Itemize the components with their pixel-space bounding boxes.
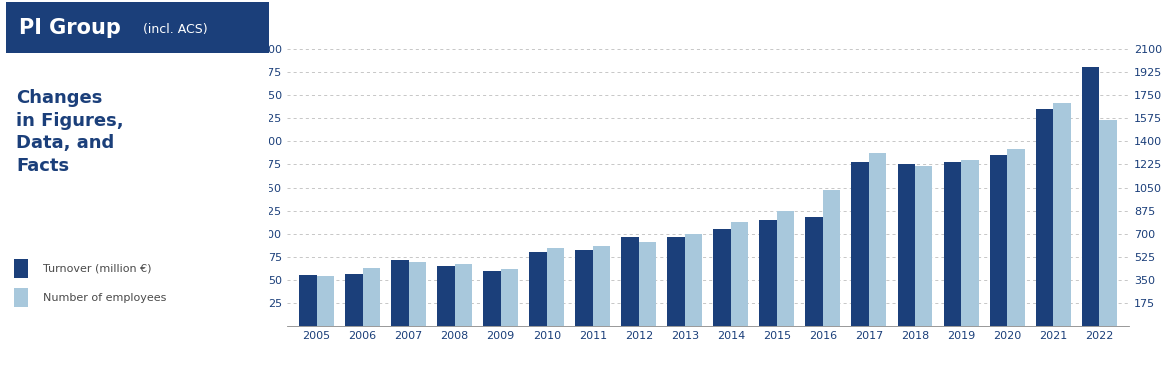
Bar <box>639 242 656 326</box>
Bar <box>1081 67 1099 326</box>
Bar <box>943 162 961 326</box>
Bar <box>990 155 1007 326</box>
Bar <box>684 234 702 326</box>
Bar <box>731 222 749 326</box>
Bar <box>961 160 978 326</box>
Bar <box>408 261 426 326</box>
Bar <box>1007 149 1025 326</box>
Bar <box>759 220 777 326</box>
Text: Number of employees: Number of employees <box>42 293 166 303</box>
Bar <box>714 229 731 326</box>
Bar <box>852 162 869 326</box>
Bar <box>805 217 823 326</box>
Text: PI Group: PI Group <box>19 18 121 38</box>
Bar <box>14 288 28 308</box>
Bar <box>1053 103 1071 326</box>
Bar <box>593 246 611 326</box>
Bar <box>915 166 932 326</box>
Bar <box>14 259 28 278</box>
Bar <box>1099 120 1116 326</box>
Bar <box>483 271 501 326</box>
Text: (incl. ACS): (incl. ACS) <box>143 23 207 36</box>
Bar <box>869 153 887 326</box>
Bar <box>667 237 684 326</box>
Bar <box>317 276 335 326</box>
Bar <box>438 266 455 326</box>
Bar <box>363 268 380 326</box>
Bar <box>1035 109 1053 326</box>
Text: Changes
in Figures,
Data, and
Facts: Changes in Figures, Data, and Facts <box>16 88 124 176</box>
Bar <box>391 260 408 326</box>
Bar <box>576 251 593 326</box>
Bar <box>621 237 639 326</box>
Bar <box>455 264 473 326</box>
Bar <box>501 269 518 326</box>
Bar <box>777 211 794 326</box>
Bar <box>529 252 546 326</box>
Bar <box>300 275 317 326</box>
Text: Turnover (million €): Turnover (million €) <box>42 263 151 273</box>
Bar <box>897 164 915 326</box>
Bar <box>546 248 564 326</box>
Bar <box>823 190 840 326</box>
Bar <box>345 273 363 326</box>
